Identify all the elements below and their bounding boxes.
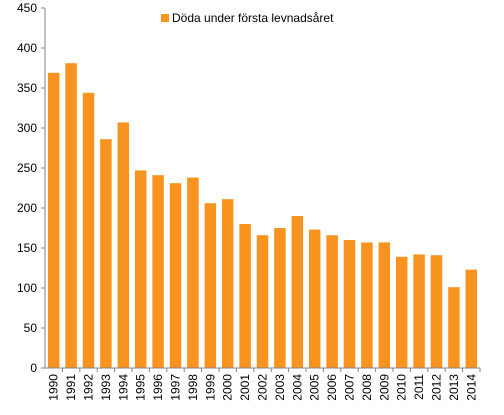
x-tick-label: 2013 [447, 374, 461, 401]
bar-2010 [395, 256, 408, 368]
bar-2002 [256, 235, 269, 368]
bar-2003 [274, 228, 286, 368]
x-tick-label: 2004 [290, 374, 304, 401]
bar-2004 [291, 216, 304, 368]
bar-2012 [430, 255, 443, 368]
y-tick-label: 250 [17, 161, 37, 175]
y-axis: 0 50 100 150 200 250 300 350 400 450 [17, 1, 46, 375]
bar-1996 [152, 175, 164, 368]
x-tick-label: 1991 [64, 374, 78, 401]
x-tick-label: 1993 [99, 374, 113, 401]
x-tick-label: 1997 [169, 374, 183, 401]
bar-1993 [100, 139, 112, 368]
x-tick-label: 2000 [221, 374, 235, 401]
bar-1990 [47, 72, 60, 369]
bar-1991 [65, 63, 77, 368]
x-tick-label: 1996 [151, 374, 165, 401]
bar-2000 [221, 199, 234, 368]
x-tick-label: 1999 [203, 374, 217, 401]
x-tick-label: 1990 [47, 374, 61, 401]
bar-2008 [361, 242, 373, 368]
x-tick-label: 2008 [360, 374, 374, 401]
bar-2014 [465, 269, 478, 368]
y-tick-label: 350 [17, 81, 37, 95]
y-tick-label: 400 [17, 41, 37, 55]
x-tick-label: 2009 [377, 374, 391, 401]
x-tick-label: 2005 [308, 374, 322, 401]
x-tick-label: 2011 [412, 374, 426, 400]
bar-2009 [378, 242, 391, 368]
y-tick-label: 300 [17, 121, 37, 135]
bar-2005 [308, 229, 321, 368]
bar-2006 [326, 235, 338, 368]
bar-2013 [448, 287, 460, 368]
y-tick-label: 150 [17, 241, 37, 255]
x-tick-label: 1998 [186, 374, 200, 401]
x-tick-label: 2012 [430, 374, 444, 401]
x-tick-label: 2007 [343, 374, 357, 401]
bar-1992 [82, 92, 95, 369]
y-tick-label: 100 [17, 281, 37, 295]
y-tick-label: 200 [17, 201, 37, 215]
x-axis: 1990 1991 1992 1993 1994 1995 1996 1997 1998 1999… [45, 367, 481, 401]
bars-group [47, 63, 478, 369]
bar-1995 [134, 170, 147, 368]
bar-1994 [117, 122, 130, 369]
x-tick-label: 1994 [116, 374, 130, 401]
bar-1998 [187, 177, 199, 368]
legend: Döda under första levnadsåret [161, 11, 334, 25]
bar-1999 [204, 203, 217, 368]
x-tick-label: 2006 [325, 374, 339, 401]
bar-2001 [239, 224, 251, 368]
legend-swatch [161, 14, 169, 22]
bar-2007 [343, 240, 356, 368]
x-tick-label: 2001 [238, 374, 252, 401]
x-tick-label: 1992 [82, 374, 96, 401]
y-tick-label: 50 [24, 321, 38, 335]
x-tick-label: 2002 [256, 374, 270, 401]
bar-1997 [169, 183, 182, 368]
legend-label: Döda under första levnadsåret [172, 11, 334, 25]
y-tick-label: 0 [30, 361, 37, 375]
bar-2011 [413, 254, 425, 368]
x-tick-label: 1995 [134, 374, 148, 401]
x-tick-label: 2014 [464, 374, 478, 401]
x-tick-label: 2010 [395, 374, 409, 401]
x-tick-label: 2003 [273, 374, 287, 401]
y-tick-label: 450 [17, 1, 37, 15]
